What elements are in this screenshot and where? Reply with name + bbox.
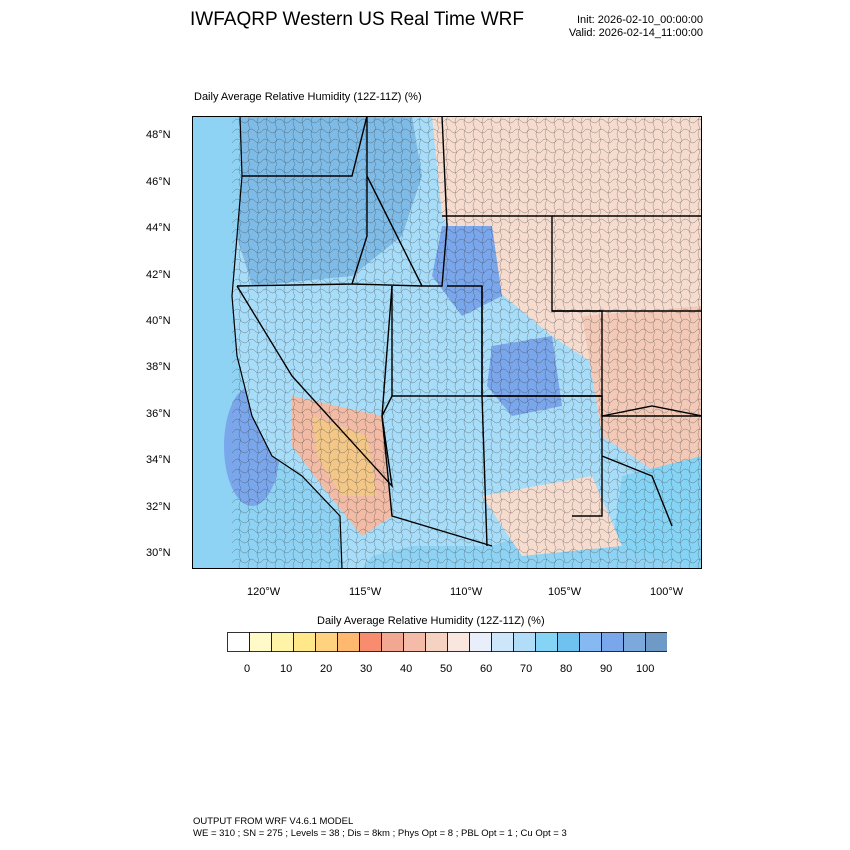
map-border xyxy=(192,116,702,569)
colorbar-tick: 80 xyxy=(560,663,573,675)
colorbar-tick: 50 xyxy=(440,663,453,675)
lat-label: 34°N xyxy=(146,454,171,466)
colorbar-swatch xyxy=(271,632,294,652)
colorbar-tick: 100 xyxy=(636,663,655,675)
colorbar-swatch xyxy=(381,632,404,652)
colorbar-tick: 60 xyxy=(480,663,493,675)
lat-label: 38°N xyxy=(146,361,171,373)
colorbar-swatch xyxy=(623,632,646,652)
colorbar-swatch xyxy=(601,632,624,652)
lat-label: 36°N xyxy=(146,408,171,420)
colorbar-tick: 30 xyxy=(360,663,373,675)
humidity-map xyxy=(192,116,702,569)
colorbar-swatch xyxy=(535,632,558,652)
footer-config: WE = 310 ; SN = 275 ; Levels = 38 ; Dis … xyxy=(193,828,567,839)
colorbar-swatch xyxy=(227,632,250,652)
lat-label: 40°N xyxy=(146,315,171,327)
colorbar-swatch xyxy=(337,632,360,652)
colorbar-tick: 90 xyxy=(600,663,613,675)
colorbar-tick: 10 xyxy=(280,663,293,675)
colorbar-swatch xyxy=(557,632,580,652)
lat-label: 44°N xyxy=(146,222,171,234)
state-boundaries xyxy=(236,116,702,547)
init-time: Init: 2026-02-10_00:00:00 xyxy=(577,14,703,26)
lon-label: 110°W xyxy=(450,586,483,598)
colorbar-swatch xyxy=(403,632,426,652)
colorbar-swatch xyxy=(315,632,338,652)
colorbar-tick: 70 xyxy=(520,663,533,675)
lon-label: 115°W xyxy=(349,586,382,598)
lat-label: 32°N xyxy=(146,501,171,513)
colorbar-swatch xyxy=(491,632,514,652)
colorbar-swatch xyxy=(359,632,382,652)
colorbar-title: Daily Average Relative Humidity (12Z-11Z… xyxy=(317,615,545,627)
coastline xyxy=(231,116,343,569)
footer-model: OUTPUT FROM WRF V4.6.1 MODEL xyxy=(193,816,354,827)
lat-label: 42°N xyxy=(146,269,171,281)
contour-lines-secondary xyxy=(232,116,702,569)
colorbar-swatch xyxy=(293,632,316,652)
colorbar-swatch xyxy=(425,632,448,652)
colorbar-swatch xyxy=(469,632,492,652)
map-title: IWFAQRP Western US Real Time WRF xyxy=(190,9,524,30)
plot-subtitle: Daily Average Relative Humidity (12Z-11Z… xyxy=(194,91,422,103)
colorbar-tick: 0 xyxy=(244,663,251,675)
lon-label: 120°W xyxy=(247,586,281,598)
lon-label: 100°W xyxy=(650,586,684,598)
valid-time: Valid: 2026-02-14_11:00:00 xyxy=(568,27,703,39)
colorbar-swatch xyxy=(447,632,470,652)
colorbar-swatch xyxy=(249,632,272,652)
colorbar-swatch xyxy=(645,632,667,652)
colorbar-swatch xyxy=(513,632,536,652)
lat-label: 48°N xyxy=(146,129,171,141)
lon-label: 105°W xyxy=(548,586,582,598)
colorbar-swatch xyxy=(579,632,602,652)
lat-label: 30°N xyxy=(146,547,171,559)
lat-label: 46°N xyxy=(146,176,171,188)
colorbar xyxy=(227,632,667,652)
colorbar-tick: 20 xyxy=(320,663,333,675)
colorbar-tick: 40 xyxy=(400,663,413,675)
